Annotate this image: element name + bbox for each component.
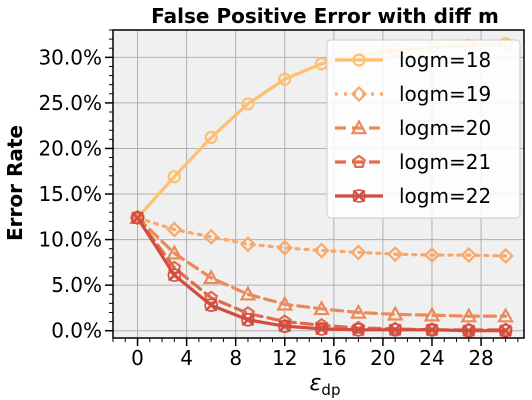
series-1-point-7 [387,246,404,263]
legend-marker-0 [352,53,366,67]
series-4-point-6-stroke-b [352,323,365,337]
series-1-point-8 [423,247,441,264]
series-4-point-2-stroke-b [204,298,218,312]
legend-label-0: logm=18 [399,48,491,72]
series-2-point-4 [276,295,294,311]
x-tick-label-1: 4 [180,346,193,370]
legend-label-3: logm=21 [399,150,491,174]
series-4-point-6-ring [351,322,366,337]
y-tick-label-6: 30.0% [38,45,102,69]
y-tick-label-5: 25.0% [38,91,102,115]
chart-title: False Positive Error with diff m [151,4,499,28]
series-4-point-0-stroke-b [131,211,144,225]
series-4-point-0-ring [130,210,145,225]
x-tick-label-2: 8 [229,346,242,370]
legend: logm=18 logm=19 logm=20 logm=21 logm=22 [326,39,521,219]
series-4-point-4-stroke-b [278,319,292,333]
series-0-point-1 [167,170,181,184]
series-4-point-5-ring [314,322,329,336]
x-axis-label-sub: dp [321,381,340,399]
legend-box [326,39,521,219]
series-4-point-2-ring [204,298,218,312]
series-4-point-1-stroke-b [167,268,181,282]
series-3-point-2 [204,290,219,304]
y-tick-label-3: 15.0% [38,182,102,206]
series-4-point-3 [241,312,255,327]
series-4-point-3-ring [241,312,255,327]
series-4-point-5 [314,322,329,336]
x-tick-label-3: 12 [272,346,297,370]
x-tick-label-7: 28 [468,346,493,370]
x-tick-label-4: 16 [321,346,346,370]
series-4-point-7-stroke-b [388,323,402,337]
x-axis-label: εdp [310,371,341,399]
series-1-point-3 [239,236,257,253]
legend-marker-2 [350,119,368,135]
legend-marker-4-ring [352,189,366,203]
legend-label-1: logm=19 [399,82,491,106]
legend-label-4: logm=22 [399,184,491,208]
series-4-point-8 [425,322,439,337]
series-4-point-1 [167,268,182,282]
series-2-point-5 [313,300,330,316]
series-line-2 [135,216,508,318]
series-1-point-1 [166,221,183,238]
legend-marker-1 [350,85,368,103]
legend-marker-4 [352,189,366,203]
series-4-point-5-stroke-b [315,322,328,336]
series-0-point-4 [278,72,292,86]
series-line-1 [135,216,508,258]
series-4-point-9-stroke-b [462,324,476,338]
series-2-point-9 [460,307,478,323]
series-1-point-5 [313,242,330,259]
series-1-point-2 [203,228,220,245]
y-axis-label: Error Rate [3,125,27,241]
series-4-point-7 [388,322,402,337]
series-4-point-7-ring [388,322,402,337]
series-2-point-6 [350,303,367,319]
series-2-point-10 [497,307,514,323]
series-1-point-6 [350,244,367,261]
y-tick-label-1: 5.0% [51,273,102,297]
series-4-point-10-stroke-b [499,324,512,338]
x-tick-label-5: 20 [370,346,395,370]
series-4-point-8-stroke-b [425,323,439,337]
series-4-point-4-ring [277,319,292,333]
series-4-point-8-ring [425,322,439,337]
series-2-point-7 [386,305,404,321]
series-4-point-3-stroke-b [241,313,255,327]
series-4-point-4 [277,319,292,333]
plot-frame [112,29,525,339]
series-2-point-1 [165,244,183,260]
legend-marker-4-stroke-b [352,189,366,203]
series-0-point-3 [241,97,255,111]
series-2-point-2 [202,269,220,285]
series-1-point-10 [497,247,514,265]
series-4-point-6 [351,322,366,337]
series-4-point-9-ring [461,323,476,338]
series-1-point-9 [460,247,477,264]
series-4-point-2 [204,298,218,312]
legend-label-2: logm=20 [399,116,491,140]
series-1-point-4 [276,239,293,256]
y-tick-label-0: 0.0% [51,319,102,343]
x-axis-label-base: ε [310,371,322,396]
legend-marker-3 [351,154,367,168]
x-tick-label-6: 24 [419,346,444,370]
series-4-point-10-ring [498,323,513,338]
series-2-point-3 [239,285,257,301]
x-tick-label-0: 0 [131,346,144,370]
series-4-point-9 [461,323,476,338]
y-tick-label-4: 20.0% [38,136,102,160]
series-4-point-10 [498,323,513,338]
series-4-point-1-ring [167,268,182,282]
series-2-point-8 [423,306,441,322]
y-tick-label-2: 10.0% [38,228,102,252]
series-0-point-2 [204,130,218,145]
series-4-point-0 [130,210,145,225]
